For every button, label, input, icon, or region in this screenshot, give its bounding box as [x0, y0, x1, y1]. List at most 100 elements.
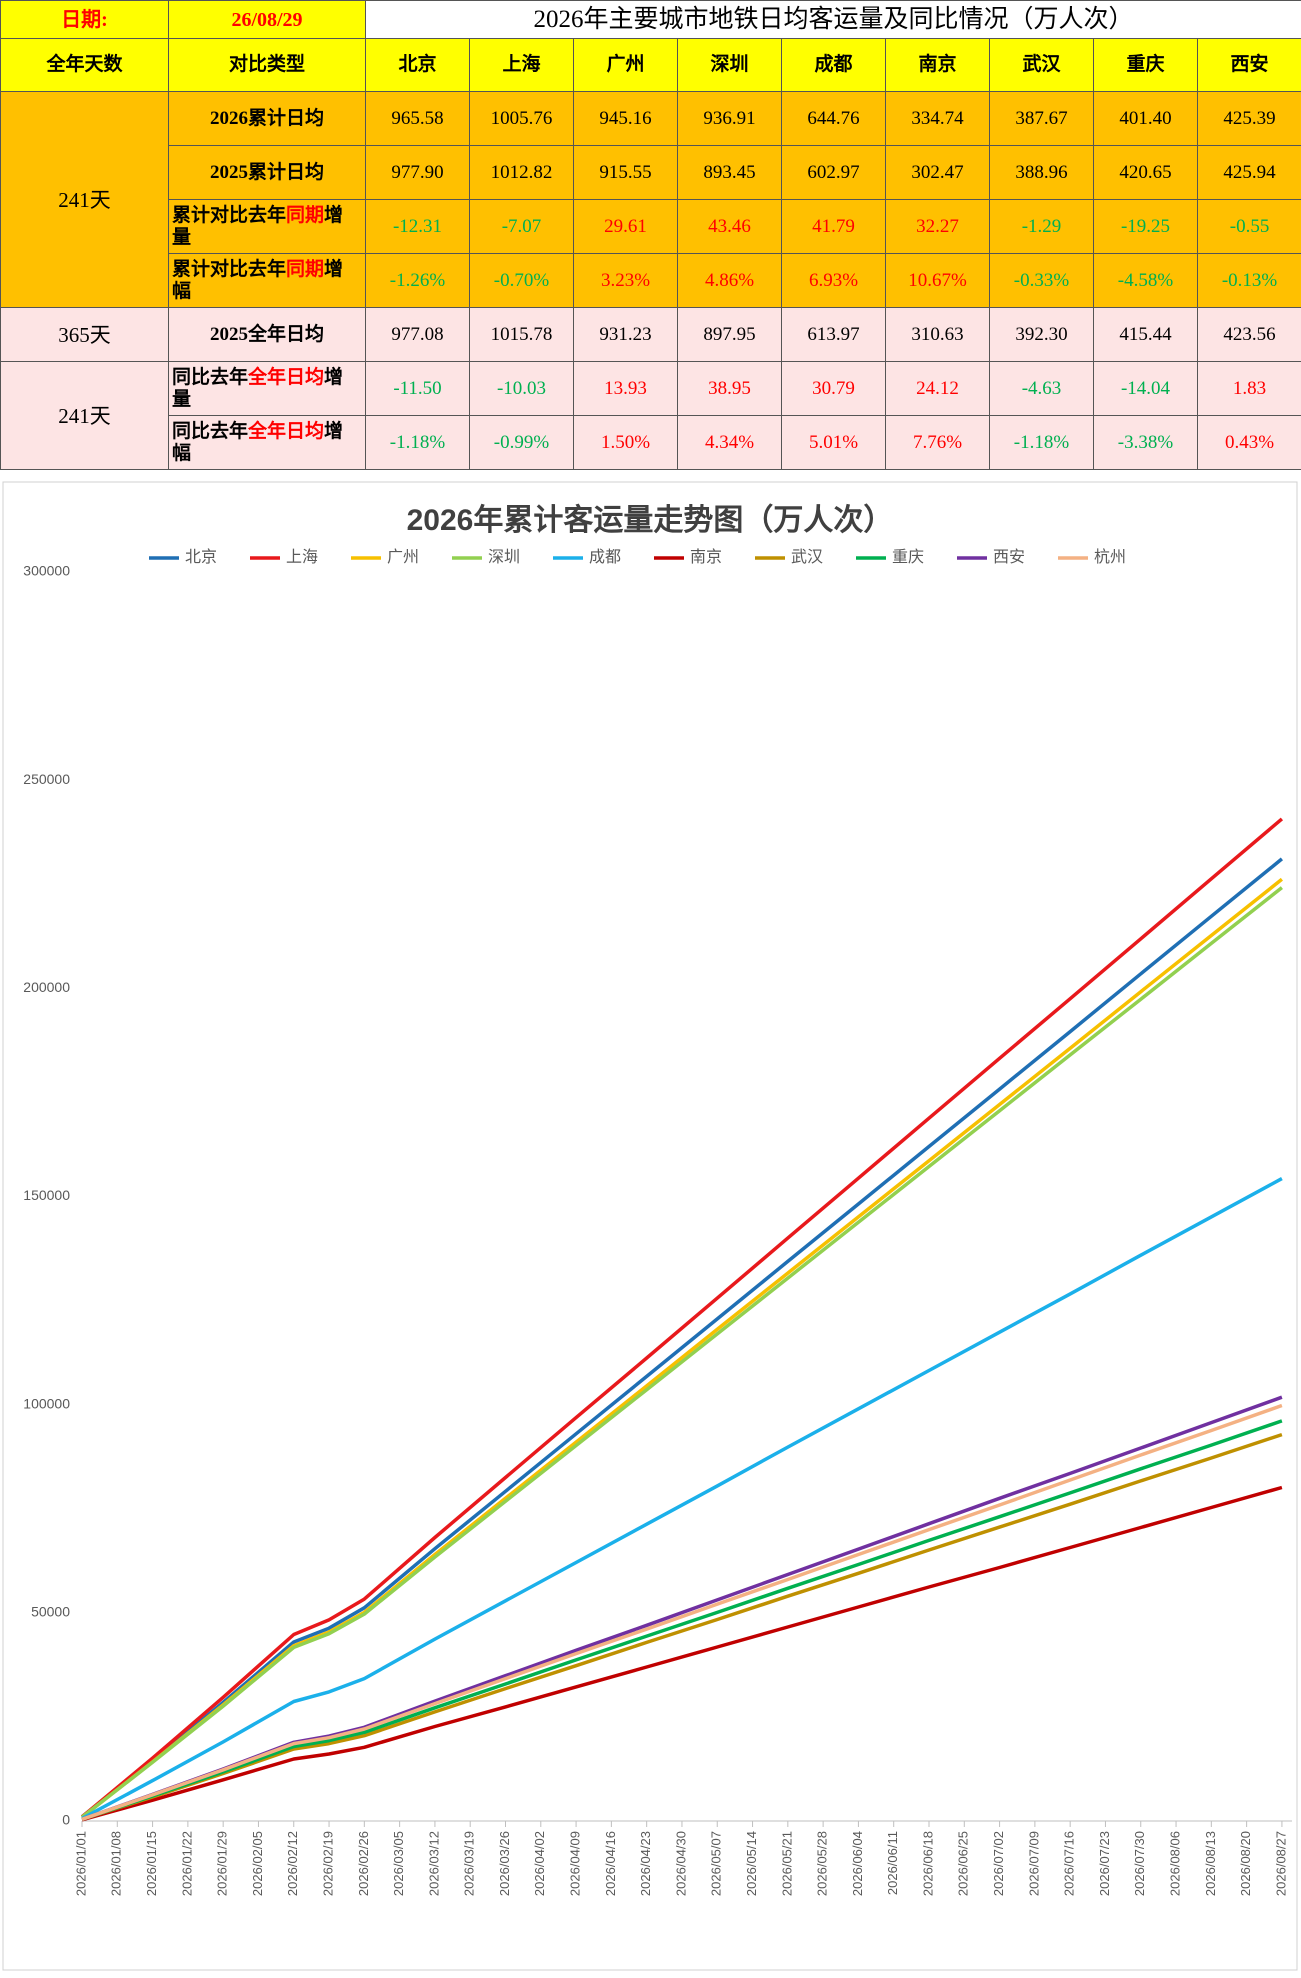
cell-value: -10.03 [469, 361, 574, 416]
series-line [80, 886, 1283, 1819]
cell-value: 1.83 [1196, 361, 1301, 416]
column-header: 武汉 [989, 38, 1094, 92]
x-tick-label: 2026/02/26 [356, 1831, 371, 1896]
cell-value: 613.97 [781, 307, 886, 362]
x-tick-label: 2026/05/14 [744, 1831, 759, 1896]
y-tick-label: 100000 [23, 1395, 70, 1411]
cell-value: -0.55 [1196, 199, 1301, 254]
y-tick-label: 250000 [23, 771, 70, 787]
y-tick-label: 300000 [23, 563, 70, 579]
table-title: 2026年主要城市地铁日均客运量及同比情况（万人次） [364, 0, 1301, 39]
legend-label: 重庆 [892, 548, 924, 566]
days: 365天 [0, 307, 169, 362]
cell-value: -1.18% [365, 415, 470, 470]
column-header: 深圳 [677, 38, 782, 92]
header-row: 日期: 26/08/29 2026年主要城市地铁日均客运量及同比情况（万人次） [0, 0, 1301, 39]
x-tick-label: 2026/06/25 [956, 1831, 971, 1896]
cell-value: -11.50 [365, 361, 470, 416]
x-tick-label: 2026/03/05 [391, 1831, 406, 1896]
label-part: 全年日均 [248, 420, 325, 442]
series-line [81, 1177, 1283, 1821]
cell-value: 644.76 [781, 91, 886, 146]
cell-value: 388.96 [989, 145, 1094, 200]
cell-value: 0.43% [1196, 415, 1301, 470]
cell-value: 334.74 [885, 91, 990, 146]
x-tick-label: 2026/01/01 [73, 1831, 88, 1896]
cell-value: 38.95 [677, 361, 782, 416]
column-header: 对比类型 [168, 38, 366, 92]
label-part: 同期 [286, 204, 325, 226]
legend-label: 上海 [286, 548, 318, 566]
series-line [81, 1419, 1283, 1821]
cell-value: 401.40 [1093, 91, 1198, 146]
cell-value: 977.08 [365, 307, 470, 362]
cell-value: 602.97 [781, 145, 886, 200]
cell-value: 936.91 [677, 91, 782, 146]
cell-value: -3.38% [1093, 415, 1198, 470]
column-header: 重庆 [1093, 38, 1198, 92]
label-part: 全年日均 [248, 366, 325, 388]
x-tick-label: 2026/01/15 [144, 1831, 159, 1896]
legend-label: 杭州 [1094, 548, 1126, 566]
x-tick-label: 2026/07/09 [1026, 1831, 1041, 1896]
date: 26/08/29 [168, 0, 366, 39]
series-line [80, 857, 1284, 1819]
y-tick-label: 50000 [31, 1604, 70, 1620]
days: 241天 [0, 361, 169, 470]
cell-value: -0.99% [469, 415, 574, 470]
label-part: 同比去年 [172, 420, 249, 442]
series-line [81, 1485, 1283, 1822]
cell-value: 915.55 [573, 145, 678, 200]
cell-value: 30.79 [781, 361, 886, 416]
data-row: 241天 同比去年全年日均增量 -11.50 -10.03 13.93 38.95 30.7… [0, 361, 1301, 470]
cell-value: 1005.76 [469, 91, 574, 146]
cell-value: 302.47 [885, 145, 990, 200]
cell-value: 4.86% [677, 253, 782, 308]
cell-value: 43.46 [677, 199, 782, 254]
cell-value: -1.18% [989, 415, 1094, 470]
cell-value: -0.70% [469, 253, 574, 308]
cell-value: 1.50% [573, 415, 678, 470]
cell-value: 4.34% [677, 415, 782, 470]
cell-value: 931.23 [573, 307, 678, 362]
cell-value: 29.61 [573, 199, 678, 254]
y-tick-label: 150000 [23, 1187, 70, 1203]
row-label: 同比去年全年日均增幅 [168, 415, 366, 470]
x-tick-label: 2026/02/12 [285, 1831, 300, 1896]
x-tick-label: 2026/04/09 [568, 1831, 583, 1896]
x-tick-label: 2026/05/28 [815, 1831, 830, 1896]
x-tick-label: 2026/01/22 [179, 1831, 194, 1896]
cell-value: 387.67 [989, 91, 1094, 146]
x-tick-label: 2026/07/30 [1132, 1831, 1147, 1896]
x-tick-label: 2026/06/11 [885, 1831, 900, 1895]
cell-value: 425.94 [1196, 145, 1301, 200]
y-tick-label: 200000 [23, 979, 70, 995]
x-tick-label: 2026/06/18 [920, 1831, 935, 1896]
cell-value: 977.90 [365, 145, 470, 200]
legend-label: 西安 [993, 548, 1025, 566]
x-tick-label: 2026/04/30 [673, 1831, 688, 1896]
label-part: 2025累计日均 [209, 161, 324, 183]
x-tick-label: 2026/04/23 [638, 1831, 653, 1896]
cell-value: 41.79 [781, 199, 886, 254]
row-label: 2026累计日均 [168, 91, 366, 146]
cell-value: -19.25 [1093, 199, 1198, 254]
x-tick-label: 2026/05/07 [709, 1831, 724, 1896]
column-header: 南京 [885, 38, 990, 92]
cell-value: -14.04 [1093, 361, 1198, 416]
chart-frame [2, 481, 1298, 1971]
cell-value: 415.44 [1093, 307, 1198, 362]
x-tick-label: 2026/01/29 [215, 1831, 230, 1896]
x-tick-label: 2026/08/13 [1203, 1831, 1218, 1896]
column-row: 全年天数 对比类型 北京 上海 广州 深圳 成都 南京 武汉 重庆 西安 [0, 38, 1301, 92]
y-tick-label: 0 [62, 1812, 70, 1828]
data-row: 2025累计日均 977.90 1012.82 915.55 893.45 602.97 3… [0, 145, 1301, 200]
cell-value: -4.58% [1093, 253, 1198, 308]
column-header: 广州 [573, 38, 678, 92]
x-tick-label: 2026/02/05 [250, 1831, 265, 1896]
cell-value: 965.58 [365, 91, 470, 146]
column-header: 全年天数 [0, 38, 169, 92]
cell-value: 1012.82 [469, 145, 574, 200]
cell-value: -4.63 [989, 361, 1094, 416]
